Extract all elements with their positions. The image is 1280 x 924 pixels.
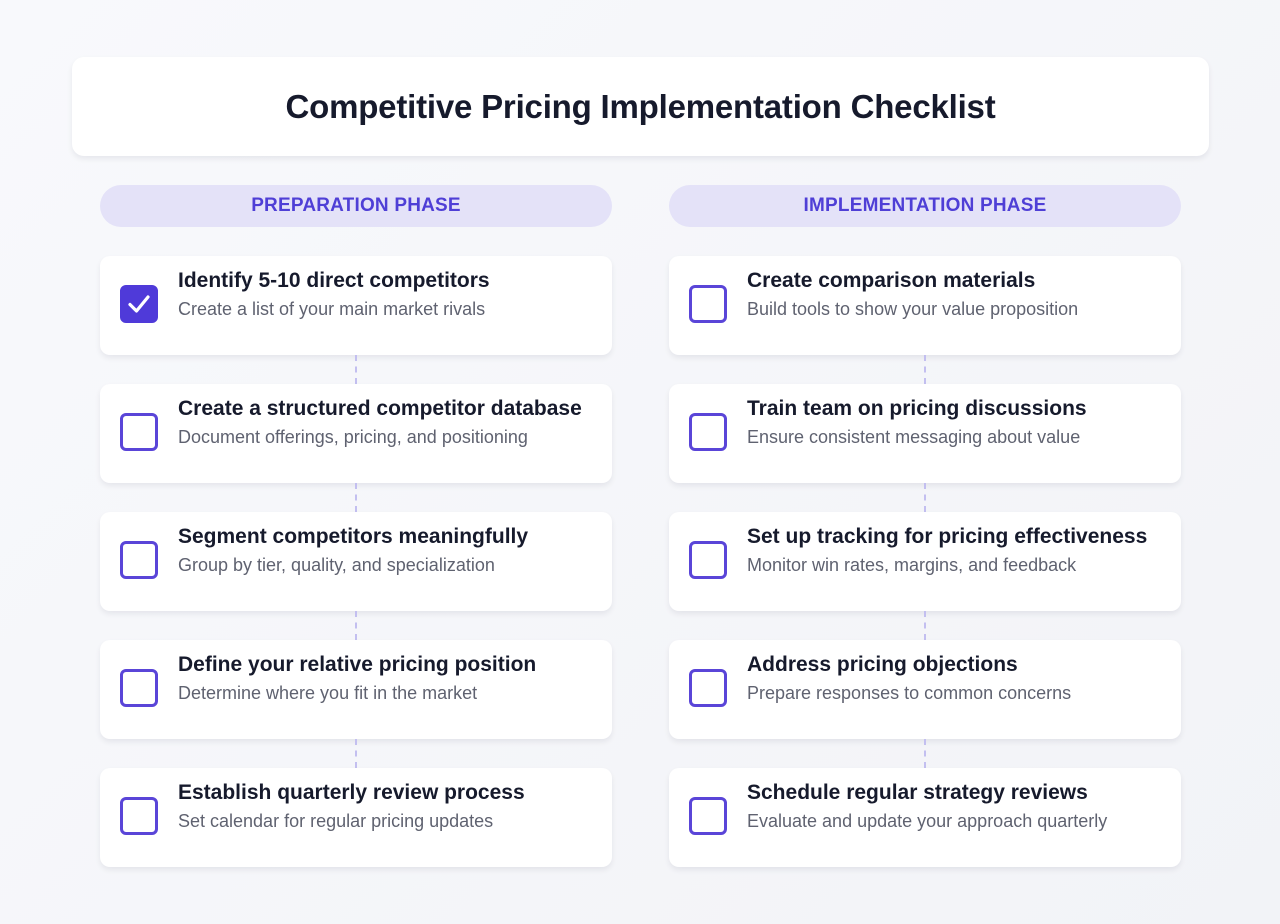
item-connector — [924, 611, 926, 640]
item-connector — [355, 611, 357, 640]
item-description: Set calendar for regular pricing updates — [178, 811, 494, 831]
checkbox[interactable] — [120, 669, 158, 707]
item-connector — [924, 739, 926, 768]
checklist-item: Schedule regular strategy reviews Evaluat… — [669, 768, 1181, 867]
checkbox[interactable] — [689, 285, 727, 323]
item-title: Train team on pricing discussions — [747, 397, 1087, 420]
checklist-item: Create comparison materials Build tools t… — [669, 256, 1181, 355]
checkbox[interactable] — [689, 797, 727, 835]
item-title: Segment competitors meaningfully — [178, 525, 529, 548]
checklist-item: Segment competitors meaningfully Group by… — [100, 512, 612, 611]
checkbox[interactable] — [689, 413, 727, 451]
checklist-item: Create a structured competitor database D… — [100, 384, 612, 483]
checkbox[interactable] — [120, 797, 158, 835]
page-title: Competitive Pricing Implementation Check… — [285, 87, 996, 125]
checkbox[interactable] — [120, 413, 158, 451]
checklist-item: Set up tracking for pricing effectivenes… — [669, 512, 1181, 611]
phase-header-preparation: PREPARATION PHASE — [100, 185, 612, 227]
item-title: Schedule regular strategy reviews — [747, 781, 1088, 804]
checklist-item: Establish quarterly review process Set ca… — [100, 768, 612, 867]
item-description: Create a list of your main market rivals — [178, 299, 486, 319]
checklist-item: Address pricing objections Prepare respon… — [669, 640, 1181, 739]
checklist-item: Define your relative pricing position Det… — [100, 640, 612, 739]
title-card: Competitive Pricing Implementation Check… — [72, 57, 1209, 156]
item-connector — [924, 483, 926, 512]
item-description: Prepare responses to common concerns — [747, 683, 1072, 703]
item-description: Evaluate and update your approach quarte… — [747, 811, 1108, 831]
checklist-item: Train team on pricing discussions Ensure … — [669, 384, 1181, 483]
item-title: Define your relative pricing position — [178, 653, 537, 676]
item-title: Create a structured competitor database — [178, 397, 582, 420]
item-title: Set up tracking for pricing effectivenes… — [747, 525, 1148, 548]
item-connector — [355, 483, 357, 512]
item-description: Determine where you fit in the market — [178, 683, 478, 703]
item-connector — [924, 355, 926, 384]
checkbox[interactable] — [689, 669, 727, 707]
item-connector — [355, 739, 357, 768]
checklist-item: Identify 5-10 direct competitors Create a… — [100, 256, 612, 355]
checkbox[interactable] — [120, 541, 158, 579]
checkbox-checked[interactable] — [120, 285, 158, 323]
item-description: Document offerings, pricing, and positio… — [178, 427, 528, 447]
phase-header-implementation: IMPLEMENTATION PHASE — [669, 185, 1181, 227]
item-title: Address pricing objections — [747, 653, 1018, 676]
item-description: Ensure consistent messaging about value — [747, 427, 1081, 447]
implementation-phase-column: IMPLEMENTATION PHASE Create comparison m… — [669, 185, 1181, 867]
checkmark-icon — [128, 295, 150, 313]
item-description: Build tools to show your value propositi… — [747, 299, 1079, 319]
item-title: Establish quarterly review process — [178, 781, 525, 804]
item-title: Identify 5-10 direct competitors — [178, 269, 490, 292]
item-title: Create comparison materials — [747, 269, 1036, 292]
checklist-implementation: Create comparison materials Build tools t… — [669, 256, 1181, 867]
preparation-phase-column: PREPARATION PHASE Identify 5-10 direct c… — [100, 185, 612, 867]
checklist-preparation: Identify 5-10 direct competitors Create a… — [100, 256, 612, 867]
checkbox[interactable] — [689, 541, 727, 579]
item-description: Monitor win rates, margins, and feedback — [747, 555, 1077, 575]
item-description: Group by tier, quality, and specializati… — [178, 555, 495, 575]
item-connector — [355, 355, 357, 384]
